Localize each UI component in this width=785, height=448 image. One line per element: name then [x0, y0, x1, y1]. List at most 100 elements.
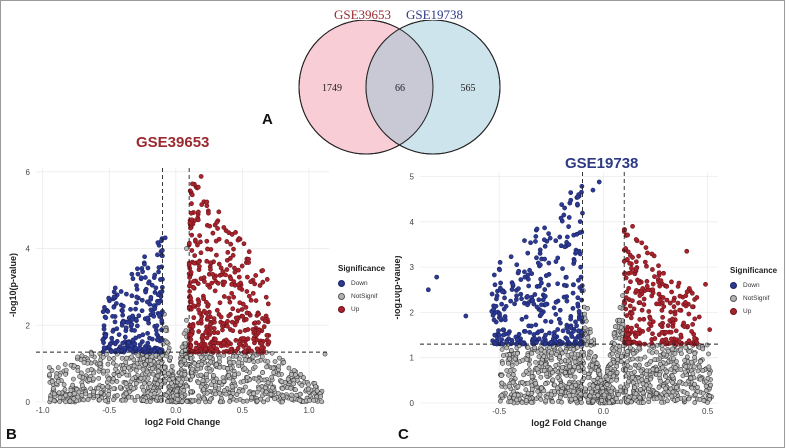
data-point-notsignif: [111, 397, 116, 403]
data-point-up: [198, 174, 204, 179]
data-point-notsignif: [499, 347, 505, 352]
data-point-notsignif: [126, 365, 131, 371]
data-point-down: [142, 254, 147, 260]
data-point-up: [214, 252, 219, 258]
data-point-notsignif: [288, 385, 294, 391]
data-point-notsignif: [528, 400, 534, 405]
data-point-notsignif: [168, 355, 173, 360]
data-point-down: [143, 289, 149, 295]
data-point-notsignif: [226, 373, 231, 379]
data-point-up: [631, 306, 637, 312]
data-point-notsignif: [543, 398, 549, 404]
x-axis-label: log2 Fold Change: [531, 418, 607, 428]
x-tick-label: 1.0: [303, 406, 315, 415]
data-point-up: [684, 248, 690, 254]
data-point-notsignif: [588, 338, 594, 344]
data-point-down: [527, 330, 533, 335]
data-point-notsignif: [695, 388, 701, 394]
data-point-notsignif: [203, 371, 209, 377]
x-tick-label: 0.0: [598, 407, 610, 416]
data-point-notsignif: [270, 365, 276, 371]
data-point-notsignif: [506, 372, 511, 378]
data-point-notsignif: [604, 382, 610, 388]
data-point-down: [514, 262, 520, 268]
data-point-notsignif: [91, 376, 96, 382]
data-point-notsignif: [133, 368, 139, 373]
data-point-down: [159, 289, 165, 294]
data-point-notsignif: [525, 380, 531, 386]
data-point-down: [536, 336, 542, 342]
data-point-notsignif: [251, 391, 256, 396]
data-point-notsignif: [624, 359, 630, 365]
data-point-down: [573, 319, 578, 325]
data-point-notsignif: [56, 390, 62, 396]
legend-c-item-up: Up: [730, 305, 777, 318]
data-point-up: [229, 232, 235, 237]
data-point-notsignif: [559, 399, 565, 405]
data-point-notsignif: [88, 386, 94, 392]
data-point-notsignif: [683, 381, 689, 387]
y-tick-label: 3: [410, 263, 415, 272]
data-point-up: [214, 219, 220, 225]
data-point-down: [498, 280, 503, 286]
data-point-notsignif: [499, 380, 505, 386]
data-point-notsignif: [204, 390, 210, 396]
x-tick-label: 0.0: [170, 406, 182, 415]
data-point-notsignif: [123, 359, 129, 365]
data-point-notsignif: [272, 396, 277, 402]
data-point-down: [566, 242, 572, 247]
y-axis-label: -log10(p-value): [395, 255, 402, 319]
data-point-down: [499, 337, 505, 342]
data-point-up: [670, 316, 675, 322]
data-point-down: [159, 327, 164, 333]
data-point-notsignif: [612, 324, 618, 330]
data-point-notsignif: [233, 353, 239, 359]
legend-b-up-label: Up: [351, 306, 360, 313]
data-point-up: [707, 327, 713, 332]
data-point-up: [246, 293, 252, 299]
data-point-up: [257, 283, 263, 288]
data-point-notsignif: [692, 381, 697, 387]
data-point-down: [552, 338, 558, 344]
data-point-down: [154, 331, 160, 337]
panel-label-c: C: [398, 426, 409, 443]
data-point-down: [132, 328, 137, 333]
data-point-notsignif: [110, 360, 116, 366]
data-point-notsignif: [508, 399, 514, 405]
data-point-notsignif: [589, 362, 595, 368]
data-point-notsignif: [663, 386, 669, 391]
data-point-notsignif: [512, 392, 518, 398]
data-point-up: [672, 311, 678, 317]
data-point-up: [663, 329, 669, 335]
data-point-down: [548, 319, 554, 325]
data-point-down: [566, 224, 571, 229]
data-point-notsignif: [597, 371, 603, 377]
data-point-down: [155, 240, 161, 246]
data-point-up: [196, 299, 202, 305]
data-point-notsignif: [506, 383, 512, 389]
data-point-notsignif: [607, 371, 613, 376]
data-point-notsignif: [548, 392, 554, 398]
data-point-notsignif: [196, 380, 201, 386]
data-point-notsignif: [76, 389, 82, 395]
data-point-notsignif: [51, 391, 57, 397]
data-point-down: [579, 330, 585, 335]
data-point-notsignif: [538, 347, 544, 353]
data-point-notsignif: [75, 368, 81, 374]
data-point-notsignif: [510, 379, 516, 385]
data-point-notsignif: [692, 400, 698, 405]
data-point-notsignif: [670, 346, 675, 352]
data-point-up: [245, 336, 251, 342]
data-point-notsignif: [692, 392, 698, 398]
data-point-notsignif: [168, 380, 174, 386]
data-point-notsignif: [519, 400, 525, 405]
data-point-down: [529, 323, 534, 329]
data-point-notsignif: [558, 383, 564, 388]
data-point-notsignif: [527, 361, 532, 367]
data-point-notsignif: [119, 355, 125, 361]
data-point-up: [226, 295, 232, 301]
y-axis-label: -log10(p-value): [8, 253, 18, 317]
data-point-notsignif: [515, 384, 521, 389]
data-point-notsignif: [690, 371, 696, 377]
venn-left-label: GSE39653: [334, 7, 392, 22]
